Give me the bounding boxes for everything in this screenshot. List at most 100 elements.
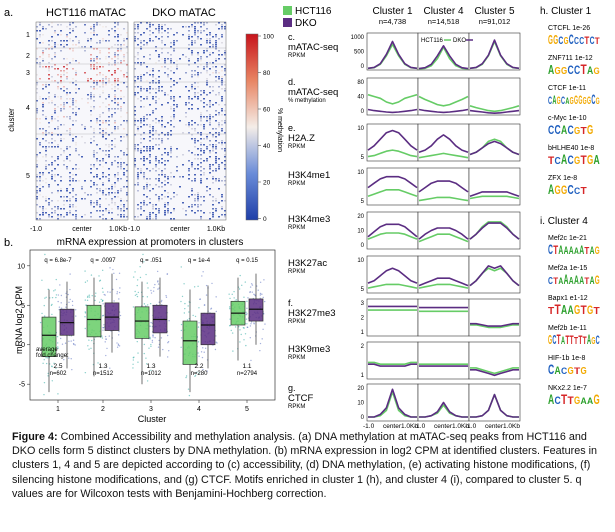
data-point: [196, 371, 198, 373]
data-point: [51, 296, 54, 299]
heatmap-cell: [152, 68, 154, 70]
heatmap-cell: [221, 42, 223, 44]
heatmap-cell: [170, 108, 172, 110]
motif-letter: G: [578, 95, 582, 107]
data-point: [107, 291, 109, 293]
heatmap-cell: [96, 24, 98, 26]
heatmap-cell: [36, 218, 38, 220]
heatmap-cell: [215, 158, 217, 160]
heatmap-cell: [197, 32, 199, 34]
heatmap-cell: [197, 60, 199, 62]
heatmap-cell: [66, 36, 68, 38]
heatmap-cell: [146, 88, 148, 90]
heatmap-cell: [75, 198, 77, 200]
row-y-tick: 5: [361, 155, 365, 161]
heatmap-cell: [57, 88, 59, 90]
heatmap-cell: [42, 172, 44, 174]
heatmap-cell: [152, 70, 154, 72]
motif-letter: G: [587, 303, 593, 317]
cluster-number: 2: [26, 53, 30, 60]
heatmap-cell: [203, 212, 205, 214]
heatmap-cell: [63, 80, 65, 82]
heatmap-cell: [200, 56, 202, 58]
heatmap-cell: [182, 208, 184, 210]
heatmap-cell: [143, 98, 145, 100]
heatmap-cell: [203, 124, 205, 126]
data-point: [146, 282, 148, 284]
heatmap-cell: [96, 62, 98, 64]
heatmap-cell: [203, 52, 205, 54]
heatmap-cell: [63, 40, 65, 42]
heatmap-cell: [152, 82, 154, 84]
heatmap-cell: [161, 58, 163, 60]
heatmap-cell: [215, 36, 217, 38]
profile-line-dko: [418, 277, 469, 287]
data-point: [161, 299, 163, 302]
motif-letter: T: [584, 276, 589, 287]
heatmap-cell: [146, 196, 148, 198]
heatmap-title-dko: DKO mATAC: [152, 7, 216, 19]
heatmap-cell: [51, 102, 53, 104]
boxplot-y-label: mRNA log2 CPM: [14, 286, 24, 354]
motif-letter: T: [565, 333, 569, 347]
heatmap-cell: [155, 178, 157, 180]
motif-label: Mef2a 1e-15: [548, 265, 587, 272]
profile-cell-frame: [417, 298, 470, 337]
motif-letter: T: [574, 366, 581, 376]
heatmap-cell: [51, 142, 53, 144]
heatmap-cell: [161, 138, 163, 140]
profile-line-dko: [470, 322, 519, 327]
heatmap-cell: [66, 212, 68, 214]
heatmap-cell: [155, 28, 157, 30]
n-count: n=1512: [93, 371, 114, 377]
heatmap-cell: [134, 150, 136, 152]
row-letter: c.: [288, 32, 295, 42]
heatmap-cell: [102, 82, 104, 84]
heatmap-cell: [164, 176, 166, 178]
heatmap-cell: [90, 200, 92, 202]
heatmap-cell: [117, 44, 119, 46]
data-point: [183, 283, 185, 285]
heatmap-cell: [221, 70, 223, 72]
motif-letter: A: [568, 305, 574, 317]
heatmap-cell: [197, 58, 199, 60]
data-point: [188, 394, 191, 397]
heatmap-cell: [170, 176, 172, 178]
heatmap-cell: [111, 58, 113, 60]
heatmap-cell: [69, 128, 71, 130]
heatmap-cell: [108, 174, 110, 176]
heatmap-cell: [72, 50, 74, 52]
heatmap-cell: [170, 54, 172, 56]
heatmap-cell: [191, 134, 193, 136]
heatmap-cell: [170, 78, 172, 80]
motif-letter: A: [574, 246, 579, 256]
heatmap-cell: [111, 186, 113, 188]
heatmap-cell: [173, 48, 175, 50]
heatmap-cell: [209, 54, 211, 56]
heatmap-cell: [134, 106, 136, 108]
profile-cell-frame: [468, 167, 521, 206]
heatmap-cell: [188, 102, 190, 104]
heatmap-cell: [161, 170, 163, 172]
heatmap-cell: [218, 50, 220, 52]
data-point: [43, 315, 46, 317]
heatmap-cell: [108, 212, 110, 214]
row-unit: RPKM: [288, 225, 305, 231]
heatmap-cell: [209, 152, 211, 154]
data-point: [150, 289, 152, 292]
data-point: [246, 307, 248, 310]
data-point: [113, 272, 115, 275]
heatmap-cell: [102, 132, 104, 134]
heatmap-cell: [191, 190, 193, 192]
data-point: [150, 343, 152, 346]
row-y-tick: 10: [357, 401, 364, 407]
heatmap-cell: [206, 48, 208, 50]
heatmap-cell: [224, 58, 226, 60]
heatmap-cell: [66, 98, 68, 100]
heatmap-cell: [36, 38, 38, 40]
heatmap-cell: [179, 176, 181, 178]
motif-letter: T: [581, 153, 588, 167]
heatmap-cell: [140, 62, 142, 64]
data-point: [45, 356, 47, 359]
heatmap-cell: [78, 46, 80, 48]
